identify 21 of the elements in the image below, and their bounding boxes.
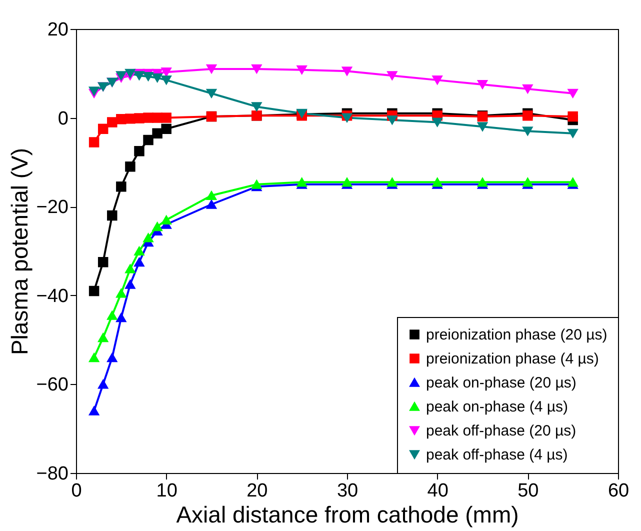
y-tick-label: 0 xyxy=(58,108,68,130)
y-tick-label: 20 xyxy=(47,20,68,40)
legend-label: peak off-phase (4 µs) xyxy=(426,446,568,464)
x-tick-label: 30 xyxy=(336,480,358,502)
y-tick-label: −20 xyxy=(36,197,68,218)
legend-label: peak off-phase (20 µs) xyxy=(426,422,576,440)
y-tick-label: −60 xyxy=(36,374,68,396)
y-tick-label: −80 xyxy=(36,464,68,484)
legend-label: preionization phase (20 µs) xyxy=(426,326,608,344)
x-tick-label: 60 xyxy=(608,480,630,502)
x-tick-label: 0 xyxy=(71,480,82,502)
x-tick-label: 20 xyxy=(246,480,268,502)
x-axis-title: Axial distance from cathode (mm) xyxy=(176,502,519,528)
x-tick-label: 50 xyxy=(518,480,539,502)
legend-label: peak on-phase (4 µs) xyxy=(426,398,568,416)
x-tick-label: 10 xyxy=(156,480,178,502)
legend-label: peak on-phase (20 µs) xyxy=(426,374,576,392)
y-axis-title: Plasma potential (V) xyxy=(6,148,32,356)
y-tick-label: −40 xyxy=(36,286,68,307)
x-tick-label: 40 xyxy=(427,480,448,502)
legend-label: preionization phase (4 µs) xyxy=(426,350,599,368)
